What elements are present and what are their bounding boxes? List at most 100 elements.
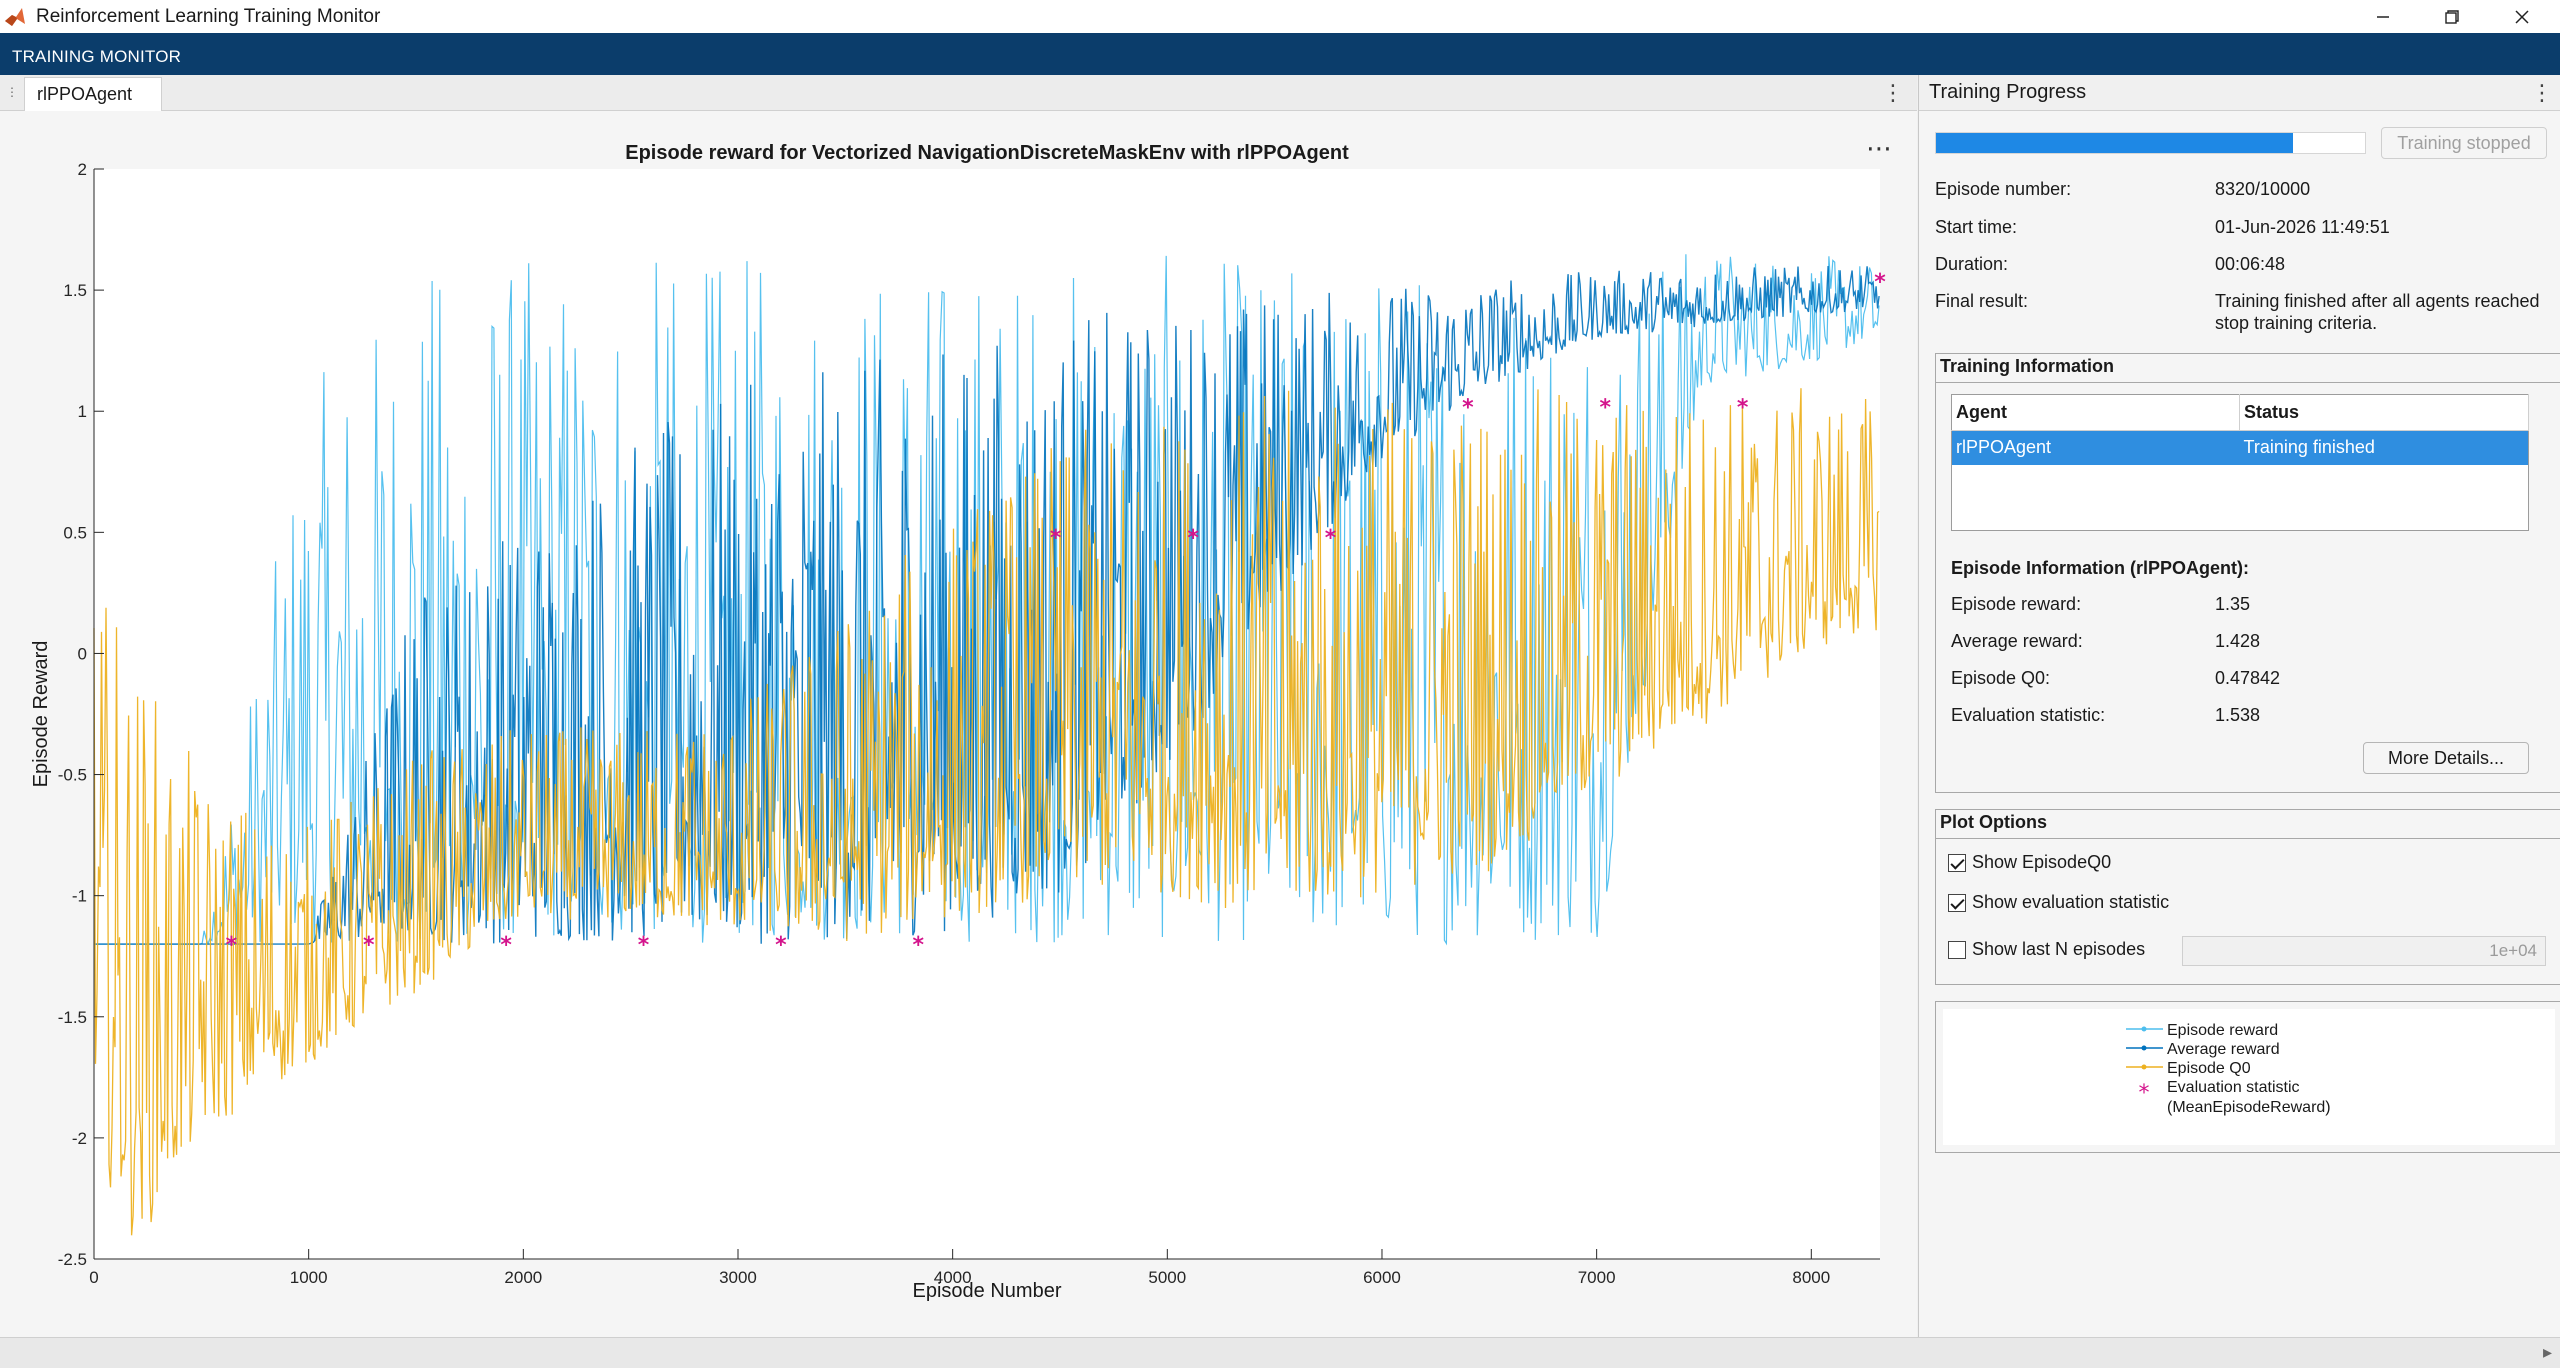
legend: Episode reward Average reward Episode Q0…	[1943, 1009, 2555, 1145]
episode-q0-value: 0.47842	[2215, 668, 2281, 688]
x-tick-label: 6000	[1363, 1268, 1401, 1287]
final-result-value: Training finished after all agents reach…	[2215, 291, 2540, 311]
axes-menu-icon[interactable]: ⋯	[1866, 134, 1892, 164]
x-tick-label: 7000	[1578, 1268, 1616, 1287]
progress-fill	[1936, 133, 2293, 153]
evaluation-marker: *	[775, 933, 787, 958]
series-evaluation-statistic: * * * * * * * * * * * * *	[226, 270, 1887, 958]
y-tick-label: 0	[78, 644, 87, 663]
evaluation-marker: *	[363, 933, 375, 958]
evaluation-marker: *	[1187, 526, 1199, 551]
y-axis-label: Episode Reward	[30, 641, 52, 788]
plot-options-group: Plot Options Show EpisodeQ0 Show evaluat…	[1935, 809, 2560, 985]
duration-label: Duration:	[1935, 254, 2009, 274]
legend-label: Episode Q0	[2167, 1060, 2251, 1077]
y-tick-label: 1	[78, 402, 87, 421]
window-title: Reinforcement Learning Training Monitor	[36, 5, 381, 27]
show-q0-checkbox[interactable]	[1948, 853, 1966, 872]
legend-label-cont: (MeanEpisodeReward)	[2167, 1099, 2331, 1116]
close-icon	[2515, 9, 2529, 24]
x-axis-label: Episode Number	[913, 1280, 1062, 1302]
y-tick-label: -1	[72, 887, 87, 906]
training-progress-bar	[1935, 132, 2366, 154]
show-eval-label: Show evaluation statistic	[1972, 892, 2170, 912]
evaluation-marker: *	[1050, 526, 1062, 551]
evaluation-marker: *	[1462, 395, 1474, 420]
legend-entry-evaluation[interactable]: * Evaluation statistic (MeanEpisodeRewar…	[2139, 1079, 2331, 1116]
restore-button[interactable]	[2418, 0, 2486, 33]
start-time-value: 01-Jun-2026 11:49:51	[2215, 217, 2390, 237]
training-information-title: Training Information	[1940, 356, 2114, 376]
minimize-icon	[2377, 15, 2389, 18]
document-menu-icon[interactable]: ⋮	[1882, 80, 1904, 105]
progress-header: Training Progress ⋮	[1919, 75, 2560, 111]
episode-number-label: Episode number:	[1935, 179, 2072, 199]
stop-training-button[interactable]: Training stopped	[2381, 127, 2547, 159]
status-bar: ▸	[0, 1337, 2560, 1368]
plot-options-title: Plot Options	[1940, 812, 2047, 832]
series-episode-q0	[93, 388, 1880, 1236]
last-n-input[interactable]: 1e+04	[2182, 936, 2546, 966]
evaluation-marker: *	[1874, 270, 1886, 295]
y-tick-label: -0.5	[58, 766, 87, 785]
evaluation-statistic-value: 1.538	[2215, 705, 2261, 725]
progress-title: Training Progress	[1929, 81, 2087, 103]
status-expand-icon[interactable]: ▸	[2542, 1342, 2552, 1362]
evaluation-statistic-label: Evaluation statistic:	[1951, 705, 2106, 725]
close-button[interactable]	[2488, 0, 2556, 33]
show-eval-option[interactable]: Show evaluation statistic	[1948, 892, 2169, 913]
toolstrip: TRAINING MONITOR	[0, 33, 2560, 75]
document-tab-agent[interactable]: rlPPOAgent	[24, 77, 162, 111]
average-reward-label: Average reward:	[1951, 631, 2083, 651]
show-eval-checkbox[interactable]	[1948, 893, 1966, 912]
y-tick-label: -2	[72, 1129, 87, 1148]
legend-asterisk-icon: *	[2139, 1081, 2150, 1106]
evaluation-marker: *	[500, 933, 512, 958]
reward-chart[interactable]: Episode reward for Vectorized Navigation…	[0, 112, 1917, 1337]
table-row[interactable]: rlPPOAgent Training finished	[1951, 430, 2529, 465]
episode-q0-label: Episode Q0:	[1951, 668, 2051, 688]
show-last-n-option[interactable]: Show last N episodes	[1948, 939, 2145, 960]
legend-panel: Episode reward Average reward Episode Q0…	[1935, 1001, 2560, 1153]
evaluation-marker: *	[913, 933, 925, 958]
document-tabbar: ⋮ rlPPOAgent ⋮	[0, 75, 1917, 111]
start-time-label: Start time:	[1935, 217, 2018, 237]
matlab-logo-icon	[5, 7, 25, 26]
panel-menu-icon[interactable]: ⋮	[2531, 80, 2553, 105]
average-reward-value: 1.428	[2215, 631, 2261, 651]
episode-info-title: Episode Information (rlPPOAgent):	[1951, 558, 2250, 578]
final-result-label: Final result:	[1935, 291, 2029, 311]
x-tick-label: 2000	[504, 1268, 542, 1287]
x-tick-label: 0	[89, 1268, 98, 1287]
evaluation-marker: *	[226, 933, 238, 958]
legend-label: Episode reward	[2167, 1022, 2278, 1039]
x-tick-label: 1000	[290, 1268, 328, 1287]
window-titlebar: Reinforcement Learning Training Monitor	[0, 0, 2560, 33]
legend-swatch-marker	[2141, 1026, 2147, 1032]
minimize-button[interactable]	[2349, 0, 2417, 33]
training-information-group: Training Information Agent Status rlPPOA…	[1935, 353, 2560, 793]
final-result-value-cont: stop training criteria.	[2215, 313, 2378, 333]
show-q0-label: Show EpisodeQ0	[1972, 852, 2112, 872]
more-details-button[interactable]: More Details...	[2363, 742, 2529, 774]
agents-table: Agent Status rlPPOAgent Training finishe…	[1951, 394, 2529, 531]
legend-entry-episode-q0[interactable]: Episode Q0	[2126, 1060, 2251, 1077]
status-cell: Training finished	[2239, 430, 2529, 465]
legend-entry-average-reward[interactable]: Average reward	[2126, 1041, 2280, 1058]
legend-swatch-marker	[2141, 1045, 2147, 1051]
column-header-agent[interactable]: Agent	[1951, 394, 2240, 431]
legend-entry-episode-reward[interactable]: Episode reward	[2126, 1022, 2278, 1039]
y-tick-label: -1.5	[58, 1008, 87, 1027]
document-area: ⋮ rlPPOAgent ⋮ Episode reward for Vector…	[0, 75, 1917, 1337]
agent-cell: rlPPOAgent	[1951, 430, 2240, 465]
column-header-status[interactable]: Status	[2239, 394, 2529, 431]
duration-value: 00:06:48	[2215, 254, 2286, 274]
y-tick-label: -2.5	[58, 1250, 87, 1269]
episode-number-value: 8320/10000	[2215, 179, 2311, 199]
show-q0-option[interactable]: Show EpisodeQ0	[1948, 852, 2111, 873]
tab-training-monitor[interactable]: TRAINING MONITOR	[12, 47, 182, 66]
show-last-n-checkbox[interactable]	[1948, 940, 1966, 959]
y-tick-label: 2	[78, 160, 87, 179]
drag-grip-icon[interactable]: ⋮	[6, 85, 18, 99]
restore-icon	[2445, 9, 2459, 24]
